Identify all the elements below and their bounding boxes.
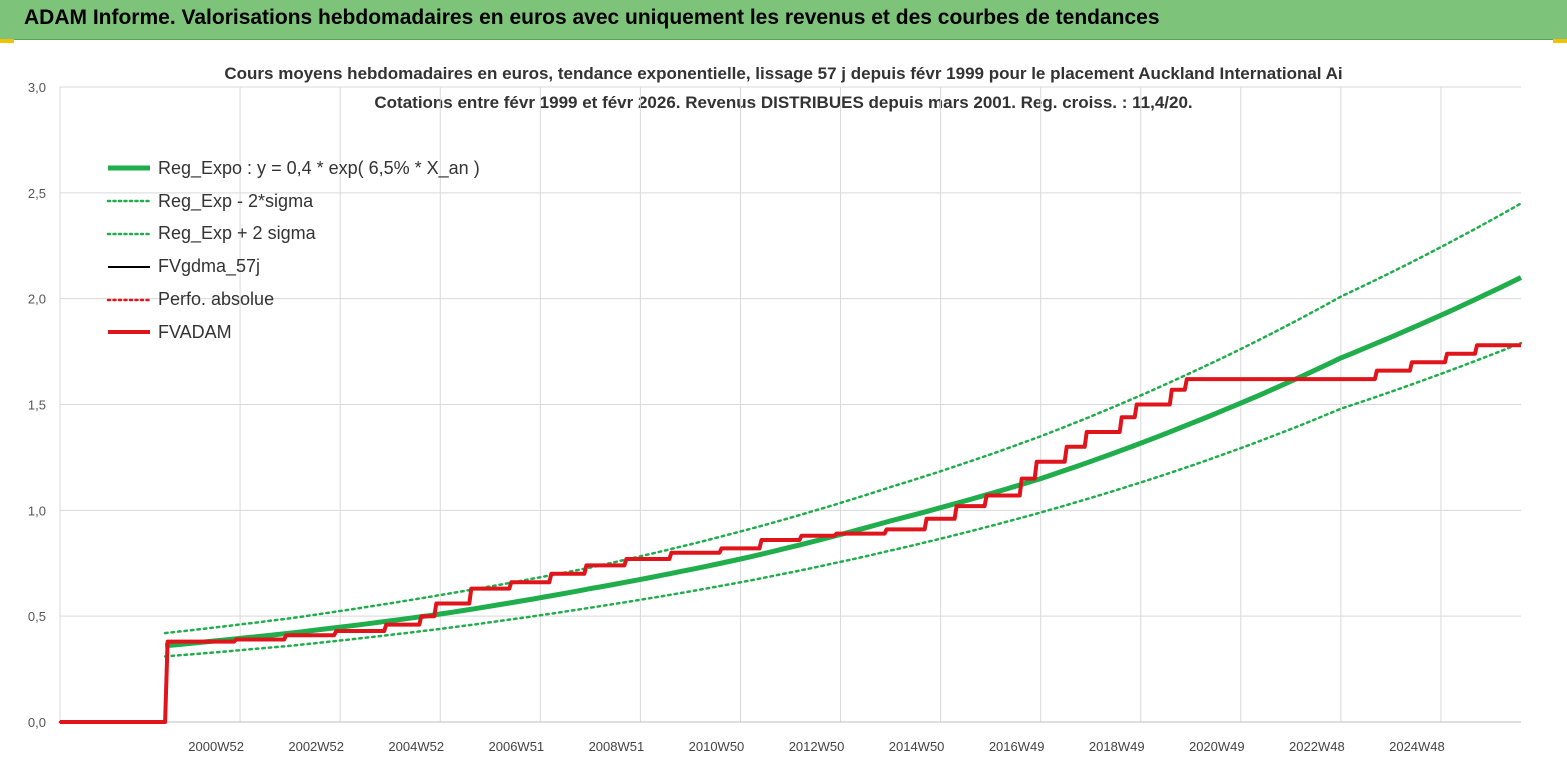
series-lines	[58, 202, 1523, 724]
x-tick-label: 2006W51	[489, 739, 545, 754]
legend-swatch	[106, 232, 152, 236]
x-tick-label: 2008W51	[589, 739, 645, 754]
legend-item: FVADAM	[106, 316, 480, 349]
x-tick-label: 2002W52	[288, 739, 344, 754]
chart-title: Cours moyens hebdomadaires en euros, ten…	[224, 64, 1343, 83]
series-line-5	[60, 343, 1521, 724]
y-tick-label: 0,5	[28, 609, 46, 624]
x-tick-label: 2016W49	[989, 739, 1045, 754]
legend-swatch	[106, 199, 152, 203]
y-tick-label: 2,5	[28, 186, 46, 201]
legend-swatch	[108, 165, 150, 171]
corner-marker-left	[0, 39, 14, 43]
legend-label: Perfo. absolue	[158, 289, 275, 310]
legend-label: Reg_Exp - 2*sigma	[158, 190, 314, 211]
report-title: ADAM Informe. Valorisations hebdomadaire…	[24, 6, 1160, 29]
y-tick-label: 1,0	[28, 503, 46, 518]
y-tick-label: 3,0	[28, 80, 46, 95]
chart-subtitle: Cotations entre févr 1999 et févr 2026. …	[374, 93, 1193, 112]
chart-legend: Reg_Expo : y = 0,4 * exp( 6,5% * X_an ) R…	[106, 152, 480, 349]
y-tick-label: 0,0	[28, 715, 46, 730]
series-line-1	[163, 341, 1523, 658]
legend-item: Perfo. absolue	[106, 283, 480, 316]
series-line-4	[58, 343, 1523, 724]
x-tick-label: 2020W49	[1189, 739, 1245, 754]
y-tick-labels: 0,0 0,5 1,0 1,5 2,0 2,5 3,0	[28, 80, 46, 730]
x-tick-label: 2014W50	[889, 739, 945, 754]
legend-item: Reg_Expo : y = 0,4 * exp( 6,5% * X_an )	[106, 152, 480, 185]
legend-label: FVADAM	[158, 321, 232, 342]
legend-label: Reg_Exp + 2 sigma	[158, 223, 316, 244]
legend-item: Reg_Exp - 2*sigma	[106, 185, 480, 218]
corner-marker-right	[1553, 39, 1567, 43]
legend-item: FVgdma_57j	[106, 250, 480, 283]
legend-label: FVgdma_57j	[158, 256, 261, 277]
x-tick-label: 2018W49	[1089, 739, 1145, 754]
x-tick-label: 2012W50	[789, 739, 845, 754]
x-tick-label: 2000W52	[188, 739, 244, 754]
x-tick-label: 2004W52	[388, 739, 444, 754]
legend-swatch	[108, 330, 150, 335]
x-tick-label: 2022W48	[1289, 739, 1345, 754]
legend-swatch	[106, 298, 152, 301]
x-tick-label: 2024W48	[1389, 739, 1445, 754]
report-header: ADAM Informe. Valorisations hebdomadaire…	[0, 0, 1567, 40]
legend-item: Reg_Exp + 2 sigma	[106, 218, 480, 251]
x-tick-labels: 2000W52 2002W52 2004W52 2006W51 2008W51 2010W…	[188, 739, 1444, 754]
y-tick-label: 2,0	[28, 292, 46, 307]
series-line-2	[163, 202, 1523, 635]
y-tick-label: 1,5	[28, 398, 46, 413]
series-line-3	[60, 344, 1521, 723]
x-tick-label: 2010W50	[689, 739, 745, 754]
legend-label: Reg_Expo : y = 0,4 * exp( 6,5% * X_an )	[158, 157, 480, 178]
legend-swatch	[108, 265, 150, 268]
